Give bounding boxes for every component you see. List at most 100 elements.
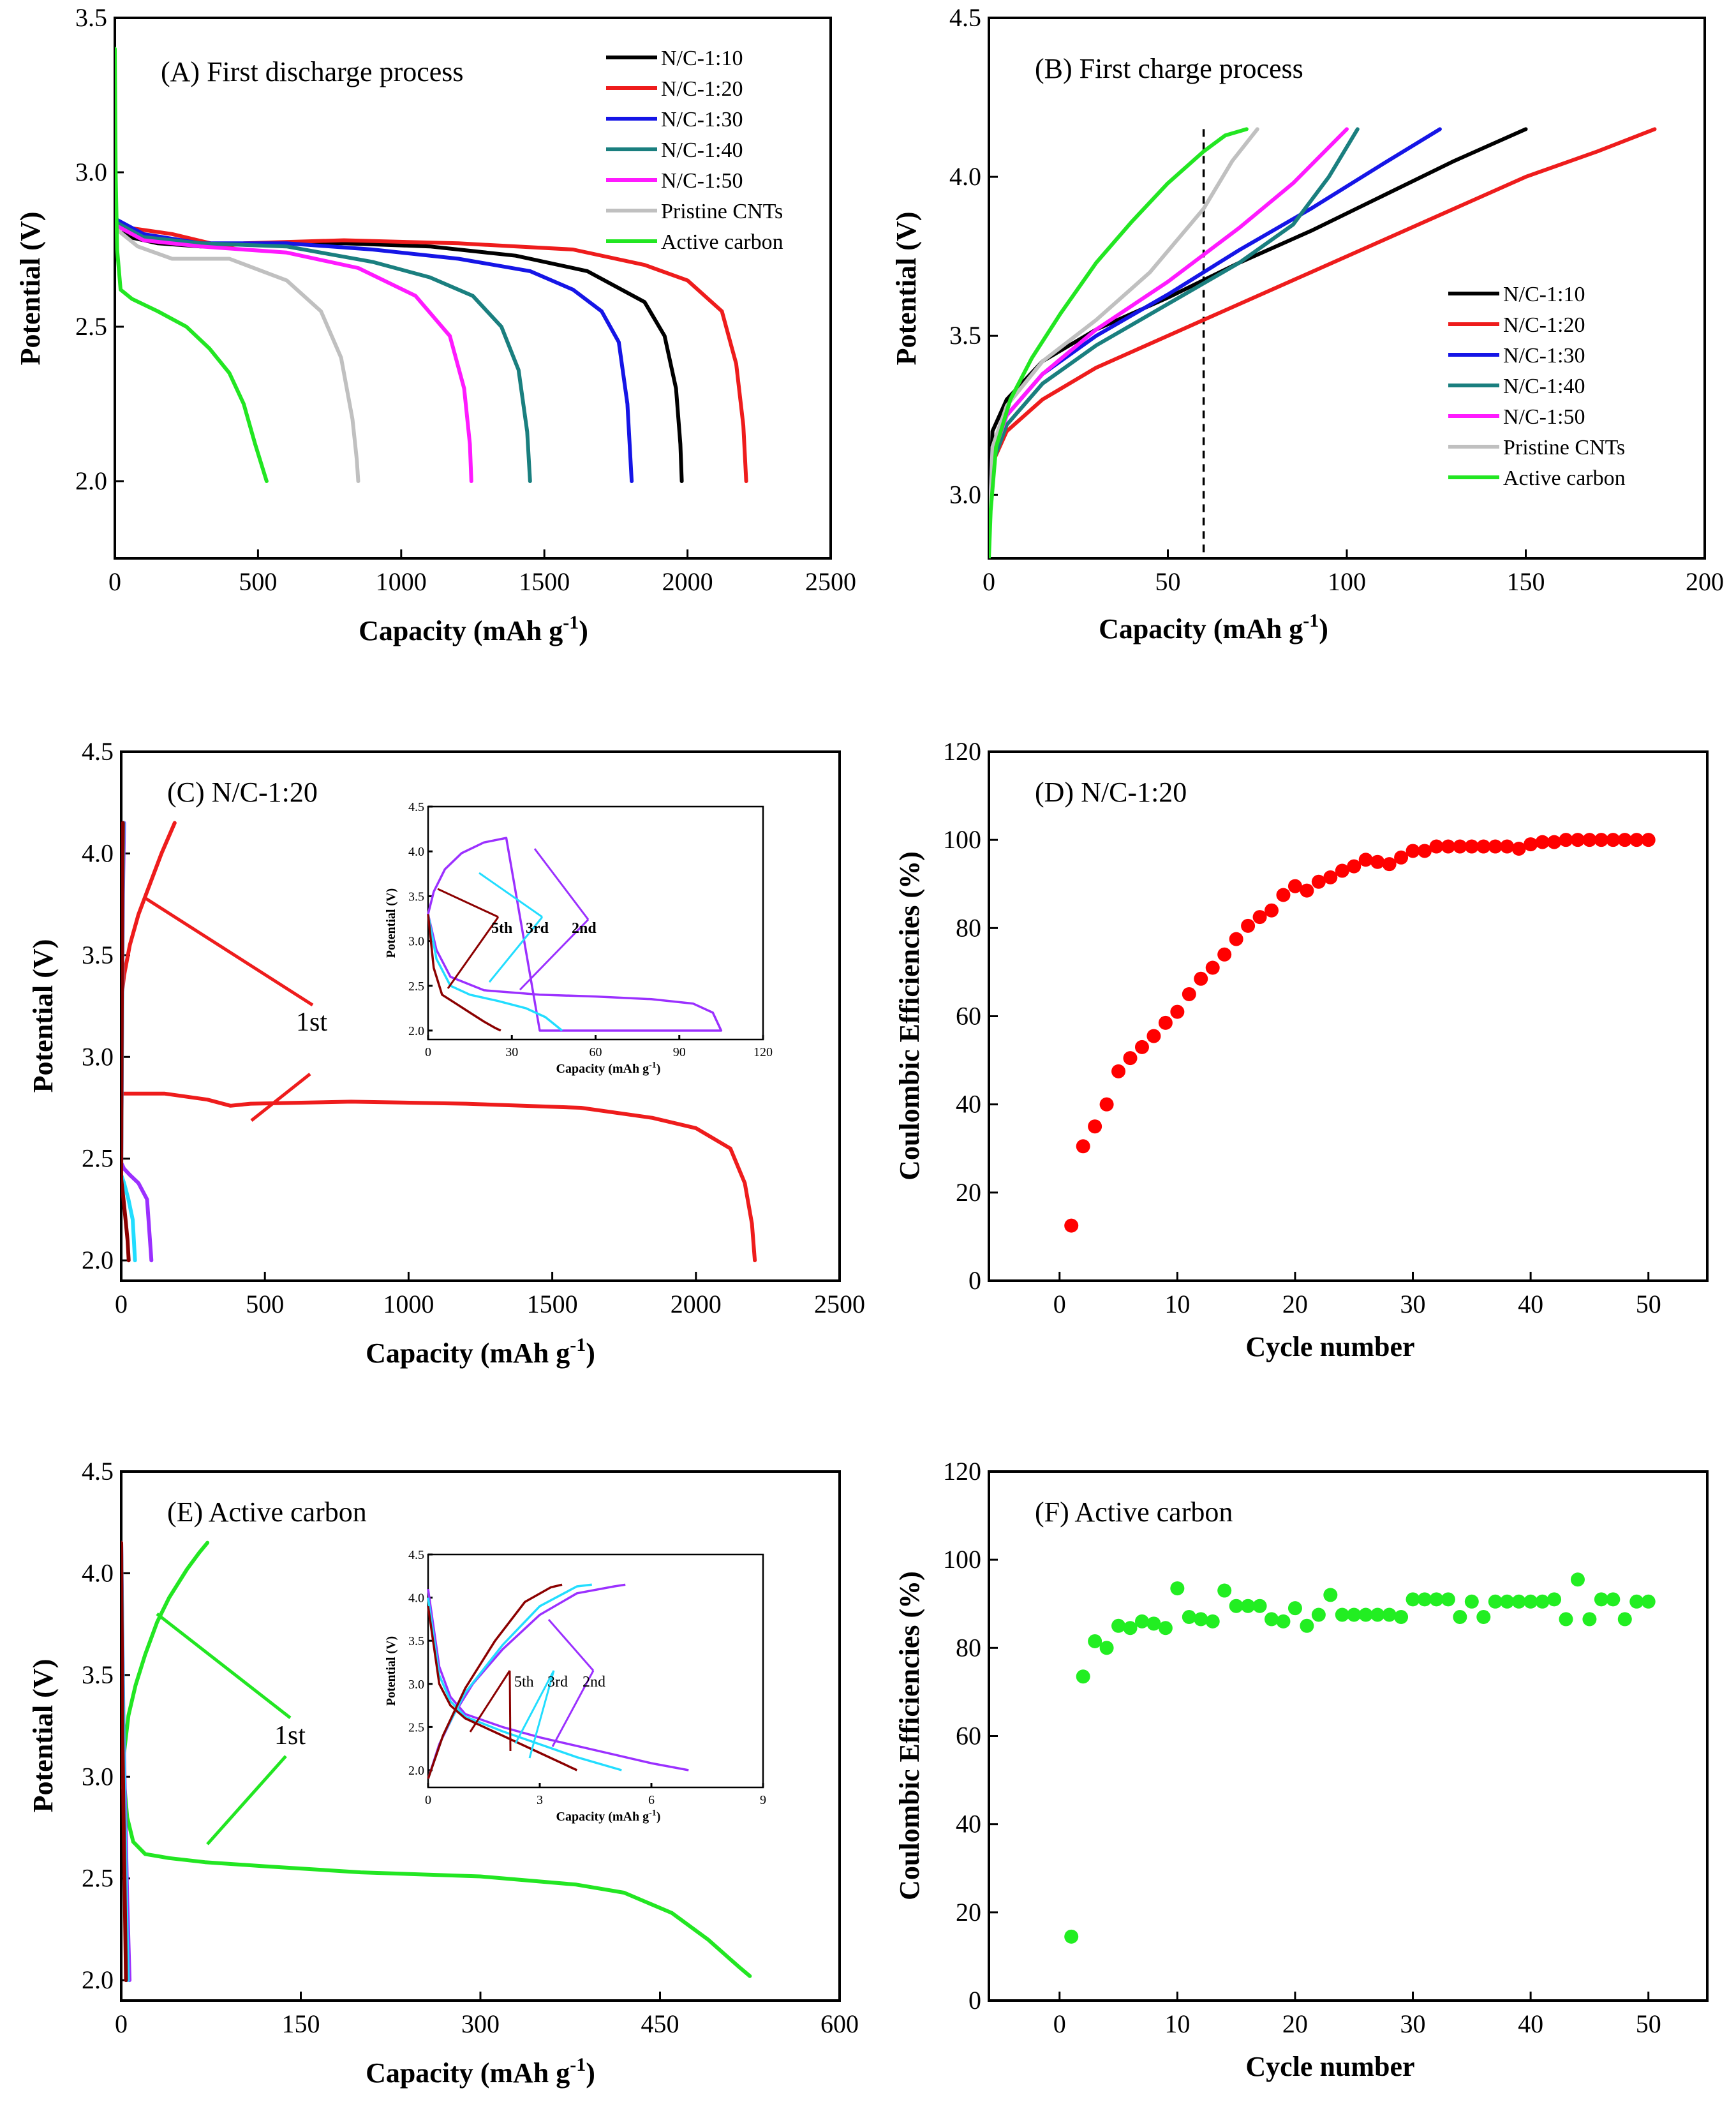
panel-f-point	[1570, 1572, 1585, 1587]
panel-c-x-tick-label: 2500	[814, 1290, 865, 1318]
panel-f-point	[1252, 1599, 1267, 1613]
panel-b-legend-label: Pristine CNTs	[1503, 436, 1625, 459]
panel-f-point	[1594, 1592, 1608, 1607]
panel-e-1st-pointer-lower	[206, 1755, 287, 1845]
panel-a-x-tick-label: 2000	[662, 567, 713, 596]
panel-d-point	[1488, 839, 1502, 854]
panel-e-x-tick-label: 150	[282, 2009, 320, 2038]
panel-c-inset-x-tick-label: 30	[505, 1045, 518, 1059]
panel-c-inset-y-tick-label: 4.0	[408, 845, 424, 859]
panel-e-inset: 0 3 6 9 2.0 2.5 3.0 3.5 4.0 4.5 5th 3rd 2nd Poten…	[384, 1548, 766, 1824]
panel-f-point	[1194, 1612, 1208, 1627]
panel-d-point	[1170, 1004, 1185, 1019]
panel-b-legend-label: N/C-1:40	[1503, 375, 1585, 398]
panel-a-xlabel-sup: -1	[563, 612, 579, 633]
panel-f-point	[1241, 1599, 1256, 1613]
panel-d-x-tick-label: 0	[1053, 1290, 1066, 1318]
panel-d-title: (D) N/C-1:20	[1035, 777, 1187, 808]
panel-b-legend-label: N/C-1:30	[1503, 344, 1585, 368]
panel-e-inset-y-tick-label: 3.0	[408, 1678, 424, 1692]
panel-f-point	[1158, 1621, 1173, 1636]
panel-b-legend-label: N/C-1:20	[1503, 313, 1585, 337]
panel-d-point	[1582, 833, 1597, 847]
panel-e-inset-series	[427, 1583, 689, 1780]
panel-a-series-pristine-cnts	[115, 226, 360, 483]
panel-f-y-axis-title: Coulombic Efficiencies (%)	[894, 1571, 925, 1900]
panel-d-point	[1382, 857, 1397, 872]
panel-e-x-tick-label: 0	[115, 2009, 128, 2038]
panel-c-1st-pointer-upper	[144, 896, 314, 1007]
panel-c-inset-label-2nd: 2nd	[572, 920, 597, 937]
panel-e-y-tick-label: 4.0	[82, 1558, 114, 1587]
panel-f-point	[1617, 1612, 1632, 1627]
panel-a-x-tick-label: 1000	[376, 567, 427, 596]
panel-e-x-axis-title: Capacity (mAh g-1)	[366, 2054, 595, 2089]
panel-d-point	[1606, 833, 1621, 847]
panel-f-point	[1547, 1592, 1562, 1607]
panel-d-point	[1111, 1064, 1126, 1078]
panel-d-y-tick-label: 20	[956, 1178, 981, 1207]
panel-c-x-tick-label: 1000	[383, 1290, 434, 1318]
panel-c-inset-x-tick-label: 90	[673, 1045, 686, 1059]
panel-f-point	[1417, 1592, 1432, 1607]
panel-e-1st-pointer-upper	[156, 1613, 292, 1719]
panel-c-inset-y-tick-label: 3.5	[408, 890, 424, 904]
panel-e-inset-x-tick-label: 3	[537, 1793, 543, 1807]
panel-d-point	[1134, 1040, 1149, 1054]
panel-e-ticks: 0 150 300 450 600 2.0 2.5 3.0 3.5 4.0 4.5	[82, 1457, 859, 2038]
panel-a-legend-label: N/C-1:30	[661, 108, 743, 131]
panel-f-points	[1064, 1572, 1656, 1944]
panel-d-y-tick-label: 80	[956, 913, 981, 942]
panel-c-xlabel-end: )	[586, 1338, 595, 1369]
panel-b-series	[989, 127, 1657, 558]
panel-f: 0 10 20 30 40 50 0 20 40 60 80 100 120 (F) Active ca…	[894, 1457, 1709, 2082]
panel-c-inset-label-3rd: 3rd	[526, 920, 549, 937]
panel-f-point	[1641, 1594, 1656, 1609]
panel-e-y-tick-label: 3.0	[82, 1762, 114, 1791]
panel-d-point	[1088, 1119, 1102, 1134]
panel-f-point	[1099, 1641, 1114, 1655]
panel-a-xlabel-main: Capacity (mAh g	[359, 615, 563, 646]
panel-d-point	[1535, 835, 1550, 849]
panel-d-point	[1064, 1218, 1079, 1233]
panel-f-point	[1335, 1607, 1349, 1622]
panel-a-title: (A) First discharge process	[161, 56, 464, 87]
panel-c-x-tick-label: 2000	[671, 1290, 722, 1318]
panel-c-series-1st	[121, 1091, 757, 1263]
panel-c-inset-5th-pointer-a	[437, 888, 499, 918]
panel-a-series-n-c-1-50	[115, 223, 473, 483]
panel-d-point	[1229, 932, 1243, 946]
panel-c-series-2nd	[121, 1161, 154, 1263]
panel-d-point	[1406, 844, 1420, 858]
panel-f-point	[1076, 1669, 1090, 1684]
panel-e-inset-x-axis-title: Capacity (mAh g-1)	[556, 1808, 661, 1824]
panel-b-y-tick-label: 3.5	[949, 321, 981, 350]
panel-b: 0 50 100 150 200 3.0 3.5 4.0 4.5 (B) First charg…	[891, 3, 1724, 645]
panel-d-point	[1300, 883, 1314, 898]
panel-f-point	[1488, 1594, 1502, 1609]
panel-d-point	[1629, 833, 1644, 847]
panel-d-frame	[988, 750, 1709, 1282]
panel-f-ticks: 0 10 20 30 40 50 0 20 40 60 80 100 120	[943, 1457, 1661, 2038]
panel-e-inset-y-tick-label: 4.0	[408, 1591, 424, 1606]
panel-f-y-tick-label: 120	[943, 1457, 981, 1486]
panel-f-x-tick-label: 50	[1636, 2009, 1661, 2038]
panel-d-point	[1311, 874, 1326, 889]
panel-a-x-tick-label: 0	[108, 567, 121, 596]
panel-e-inset-xlabel-end: )	[657, 1810, 661, 1824]
panel-e-inset-label-5th: 5th	[514, 1674, 534, 1690]
panel-f-x-tick-label: 20	[1282, 2009, 1308, 2038]
panel-d-point	[1358, 853, 1373, 867]
panel-e-inset-series-2nd	[427, 1588, 689, 1771]
panel-f-point	[1464, 1594, 1479, 1609]
panel-f-point	[1358, 1607, 1373, 1622]
panel-c-y-axis-title: Potential (V)	[27, 939, 59, 1093]
panel-c-inset-x-axis-title: Capacity (mAh g-1)	[556, 1061, 661, 1076]
panel-f-point	[1170, 1581, 1185, 1596]
panel-e-inset-y-tick-label: 3.5	[408, 1634, 424, 1648]
panel-f-point	[1535, 1594, 1550, 1609]
panel-d-point	[1182, 987, 1196, 1001]
panel-d-point	[1347, 859, 1361, 874]
